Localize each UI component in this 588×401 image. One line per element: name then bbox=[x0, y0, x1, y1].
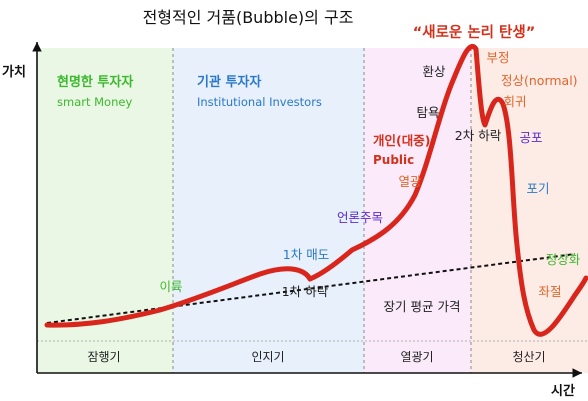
smart-money-label-en: smart Money bbox=[57, 95, 132, 109]
annotation-delusion: 환상 bbox=[422, 64, 446, 79]
annotation-normal: 정상(normal) bbox=[501, 73, 578, 88]
annotation-first-sell: 1차 매도 bbox=[283, 247, 329, 262]
phase-label-blowoff: 청산기 bbox=[512, 350, 545, 364]
long-term-mean-line bbox=[46, 253, 576, 324]
diagram-title: 전형적인 거품(Bubble)의 구조 bbox=[143, 8, 354, 27]
smart-money-label: 현명한 투자자 bbox=[57, 74, 133, 90]
phase-band-awareness bbox=[173, 48, 364, 373]
annotation-take-off: 이륙 bbox=[159, 279, 182, 294]
annotation-second-drop: 2차 하락 bbox=[455, 128, 502, 143]
annotation-fear: 공포 bbox=[519, 130, 542, 145]
public-investors-label-en: Public bbox=[373, 153, 414, 167]
annotation-first-drop: 1차 하락 bbox=[282, 284, 329, 299]
phase-label-awareness: 인지기 bbox=[251, 350, 284, 364]
annotation-despair: 좌절 bbox=[538, 284, 561, 299]
phase-band-mania bbox=[364, 48, 471, 373]
public-investors-label: 개인(대중) bbox=[373, 133, 430, 148]
x-axis-label: 시간 bbox=[551, 383, 575, 399]
annotation-capitulation: 포기 bbox=[526, 181, 549, 196]
annotation-normalization: 정상화 bbox=[546, 252, 581, 267]
annotation-return: 회귀 bbox=[503, 94, 526, 109]
y-axis-label: 가치 bbox=[2, 64, 26, 80]
annotation-greed: 탐욕 bbox=[416, 105, 439, 120]
phase-label-mania: 열광기 bbox=[400, 350, 433, 364]
annotation-frenzy: 열광 bbox=[398, 174, 422, 189]
annotation-denial: 부정 bbox=[486, 50, 509, 65]
bubble-price-curve bbox=[44, 44, 588, 337]
long-term-mean-label: 장기 평균 가격 bbox=[384, 299, 461, 314]
annotation-media-attention: 언론주목 bbox=[337, 210, 383, 225]
institutional-investors-label-en: Institutional Investors bbox=[197, 95, 322, 109]
institutional-investors-label: 기관 투자자 bbox=[197, 74, 261, 90]
annotation-new-paradigm: “새로운 논리 탄생” bbox=[413, 24, 536, 41]
phase-label-latent: 잠행기 bbox=[87, 349, 120, 364]
